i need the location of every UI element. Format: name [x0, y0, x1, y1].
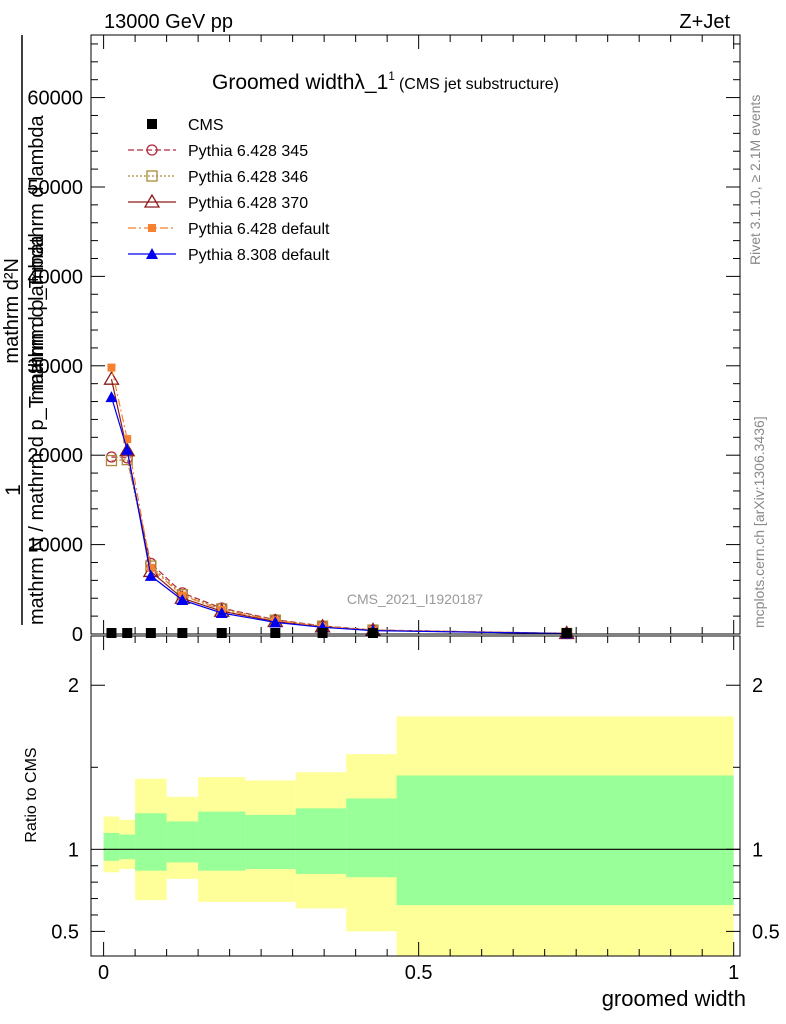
main-ytick-label-6: 60000	[27, 88, 83, 110]
ratio-ytick-label-left-1: 1	[68, 839, 79, 861]
ratio-band-green-2	[135, 813, 167, 871]
legend-marker-p8def	[146, 248, 158, 259]
main-ytick-label-0: 0	[72, 624, 83, 646]
header-left: 13000 GeV pp	[104, 11, 233, 33]
ratio-axes: 0 0.5 1 0.5 0.5 1 1 2 2	[51, 636, 780, 984]
point-cms-7	[367, 628, 378, 638]
series-line-p8def	[110, 396, 567, 635]
ratio-xtick-label-1: 0.5	[405, 962, 433, 984]
y-label-one: 1	[2, 484, 25, 496]
main-ytick-label-2: 20000	[27, 445, 83, 467]
ratio-band-green-7	[346, 798, 397, 878]
chart-title-main: Groomed widthλ_1	[212, 71, 388, 94]
main-ytick-label-3: 30000	[27, 356, 83, 378]
ratio-band-green-6	[295, 808, 347, 874]
point-p8def-1	[121, 443, 134, 455]
ratio-bands	[103, 716, 740, 956]
legend-marker-p346	[146, 170, 158, 182]
legend-label-p370: Pythia 6.428 370	[188, 195, 308, 212]
ratio-panel: 0 0.5 1 0.5 0.5 1 1 2 2	[51, 635, 780, 984]
point-cms-2	[145, 628, 156, 638]
legend-marker-p6def	[148, 224, 156, 232]
main-panel: 0 10000 20000 30000 40000 50000 60000 Groomed …	[27, 34, 741, 646]
legend-label-p345: Pythia 6.428 345	[188, 143, 308, 160]
point-p8def-4	[215, 606, 228, 618]
y-axis-label: 1 mathrm d²N mathrm d p_T mathrm d lambd…	[1, 35, 48, 625]
ratio-ytick-label-left-2: 2	[68, 675, 79, 697]
legend-marker-cms	[147, 119, 157, 129]
watermark: CMS_2021_I1920187	[347, 591, 483, 607]
ratio-ytick-label-right-0: 0.5	[752, 921, 780, 943]
ratio-band-green-8	[396, 775, 734, 906]
chart-title: Groomed widthλ_11 (CMS jet substructure)	[212, 69, 559, 94]
point-cms-1	[122, 628, 133, 638]
ratio-xtick-label-0: 0	[98, 962, 109, 984]
point-cms-3	[177, 628, 188, 638]
point-p370-1	[119, 442, 136, 457]
point-p6def-1	[123, 435, 132, 444]
legend-label-p346: Pythia 6.428 346	[188, 169, 308, 186]
ratio-frame	[90, 635, 741, 957]
x-axis-label: groomed width	[602, 986, 746, 1011]
ratio-ytick-label-right-2: 2	[752, 675, 763, 697]
point-cms-5	[270, 628, 281, 638]
ratio-band-green-1	[119, 834, 136, 860]
point-p8def-3	[176, 594, 189, 606]
rivet-info: Rivet 3.1.10, ≥ 2.1M events	[747, 95, 763, 265]
point-p8def-2	[144, 569, 157, 581]
main-ytick-label-4: 40000	[27, 266, 83, 288]
point-p8def-5	[269, 616, 282, 628]
main-frame	[90, 34, 741, 635]
y-label-numerator: mathrm d²N	[1, 258, 23, 364]
point-cms-0	[106, 628, 117, 638]
main-series	[103, 363, 575, 640]
header-right: Z+Jet	[679, 11, 730, 33]
ratio-band-green-5	[245, 814, 296, 870]
ratio-band-green-0	[103, 832, 120, 861]
ratio-ytick-label-left-0: 0.5	[51, 921, 79, 943]
chart-title-sup: 1	[388, 69, 395, 83]
series-line-p345	[111, 456, 567, 635]
main-ytick-label-1: 10000	[27, 535, 83, 557]
ratio-xtick-label-2: 1	[728, 962, 739, 984]
legend-label-p6def: Pythia 6.428 default	[188, 221, 330, 238]
ratio-ytick-label-right-1: 1	[752, 839, 763, 861]
point-p370-0	[103, 370, 120, 385]
point-p6def-2	[146, 563, 155, 572]
y-label-numerator2: mathrm d p_T mathrm d lambda	[26, 114, 48, 400]
chart-title-sub: (CMS jet substructure)	[399, 76, 559, 93]
ratio-axis-label: Ratio to CMS	[23, 747, 40, 842]
point-cms-4	[216, 628, 227, 638]
point-cms-8	[561, 628, 572, 638]
main-ytick-label-5: 50000	[27, 177, 83, 199]
legend-marker-p345	[146, 144, 158, 156]
mcplots-info: mcplots.cern.ch [arXiv:1306.3436]	[751, 416, 767, 628]
point-p8def-0	[105, 391, 118, 403]
legend-label-cms: CMS	[188, 117, 224, 134]
legend-label-p8def: Pythia 8.308 default	[188, 247, 330, 264]
point-cms-6	[317, 628, 328, 638]
point-p346-0	[105, 454, 118, 467]
legend: CMS Pythia 6.428 345 Pythia 6.428 346 Pythi…	[128, 117, 330, 264]
ratio-band-green-4	[198, 811, 246, 871]
legend-marker-p370	[143, 193, 161, 208]
y-label-denominator: mathrm N / mathrm d p_T mathrm d lambda	[26, 234, 48, 625]
series-line-p346	[111, 459, 567, 635]
main-axes: 0 10000 20000 30000 40000 50000 60000	[27, 35, 740, 646]
ratio-band-green-3	[166, 821, 199, 863]
point-p6def-0	[107, 363, 116, 372]
